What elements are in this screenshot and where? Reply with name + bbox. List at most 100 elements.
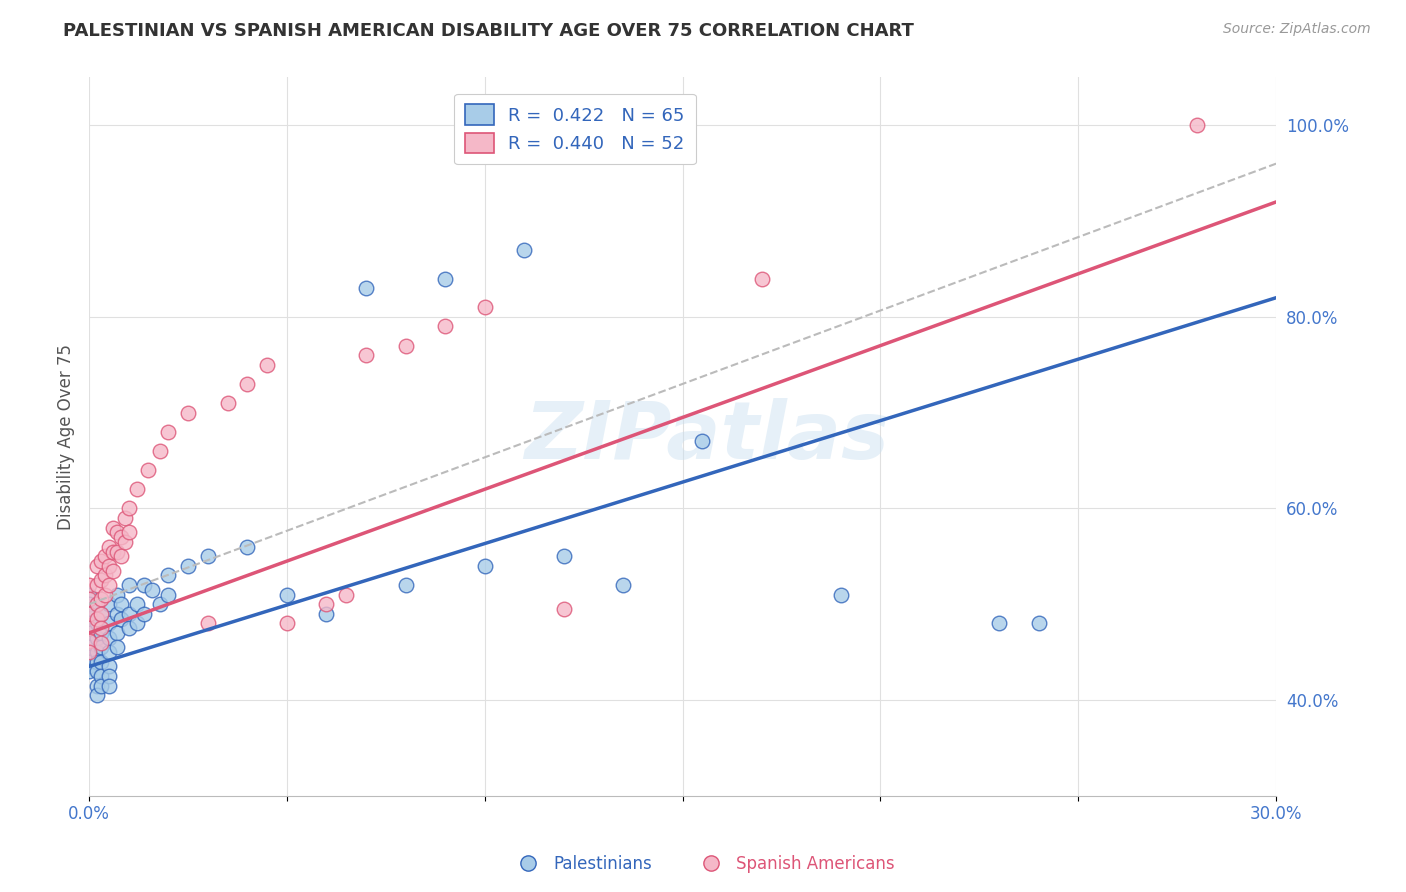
Point [141, 582, 163, 597]
Point [110, 549, 132, 564]
Legend: R =  0.422   N = 65, R =  0.440   N = 52: R = 0.422 N = 65, R = 0.440 N = 52 [454, 94, 696, 164]
Point [77, 607, 100, 621]
Point [90, 607, 112, 621]
Point [90, 655, 112, 669]
Point [105, 525, 128, 540]
Point [276, 616, 298, 631]
Point [138, 463, 160, 477]
Point [77, 607, 100, 621]
Point [90, 592, 112, 607]
Text: ZIPatlas: ZIPatlas [524, 398, 889, 475]
Point [86, 655, 108, 669]
Point [77, 621, 100, 635]
Point [86, 558, 108, 573]
Point [101, 520, 124, 534]
Point [90, 635, 112, 649]
Point [692, 434, 714, 449]
Point [114, 535, 136, 549]
Point [86, 665, 108, 679]
Point [97, 540, 120, 554]
Point [256, 358, 278, 372]
Point [1185, 119, 1208, 133]
Point [134, 607, 156, 621]
Point [105, 588, 128, 602]
Text: PALESTINIAN VS SPANISH AMERICAN DISABILITY AGE OVER 75 CORRELATION CHART: PALESTINIAN VS SPANISH AMERICAN DISABILI… [63, 22, 914, 40]
Point [474, 301, 496, 315]
Point [101, 544, 124, 558]
Point [77, 588, 100, 602]
Point [513, 243, 536, 257]
Point [94, 588, 117, 602]
Point [86, 616, 108, 631]
Point [105, 640, 128, 655]
Legend: Palestinians, Spanish Americans: Palestinians, Spanish Americans [505, 848, 901, 880]
Point [97, 558, 120, 573]
Point [77, 655, 100, 669]
Point [105, 607, 128, 621]
Point [157, 588, 180, 602]
Point [101, 564, 124, 578]
Point [77, 649, 100, 664]
Point [86, 597, 108, 611]
Text: Source: ZipAtlas.com: Source: ZipAtlas.com [1223, 22, 1371, 37]
Point [90, 669, 112, 683]
Point [474, 558, 496, 573]
Point [77, 665, 100, 679]
Point [157, 425, 180, 439]
Point [97, 669, 120, 683]
Point [90, 640, 112, 655]
Point [86, 688, 108, 702]
Point [197, 549, 219, 564]
Point [335, 588, 357, 602]
Point [217, 396, 239, 410]
Point [86, 679, 108, 693]
Point [77, 659, 100, 673]
Point [110, 611, 132, 625]
Point [177, 558, 200, 573]
Point [77, 635, 100, 649]
Point [751, 271, 773, 285]
Point [90, 554, 112, 568]
Point [830, 588, 852, 602]
Point [77, 616, 100, 631]
Point [315, 607, 337, 621]
Point [77, 626, 100, 640]
Point [77, 597, 100, 611]
Point [117, 607, 139, 621]
Point [97, 616, 120, 631]
Point [434, 271, 457, 285]
Point [276, 588, 298, 602]
Point [394, 338, 416, 352]
Point [90, 574, 112, 588]
Point [197, 616, 219, 631]
Point [1028, 616, 1050, 631]
Point [149, 444, 172, 458]
Point [77, 578, 100, 592]
Point [105, 626, 128, 640]
Point [354, 281, 377, 295]
Point [97, 578, 120, 592]
Point [117, 501, 139, 516]
Y-axis label: Disability Age Over 75: Disability Age Over 75 [58, 343, 75, 530]
Point [77, 645, 100, 659]
Point [94, 549, 117, 564]
Point [117, 621, 139, 635]
Point [125, 616, 148, 631]
Point [157, 568, 180, 582]
Point [77, 592, 100, 607]
Point [90, 621, 112, 635]
Point [134, 578, 156, 592]
Point [177, 406, 200, 420]
Point [97, 597, 120, 611]
Point [354, 348, 377, 362]
Point [105, 544, 128, 558]
Point [434, 319, 457, 334]
Point [110, 530, 132, 544]
Point [94, 568, 117, 582]
Point [77, 633, 100, 648]
Point [97, 659, 120, 673]
Point [97, 631, 120, 645]
Point [315, 597, 337, 611]
Point [97, 679, 120, 693]
Point [86, 578, 108, 592]
